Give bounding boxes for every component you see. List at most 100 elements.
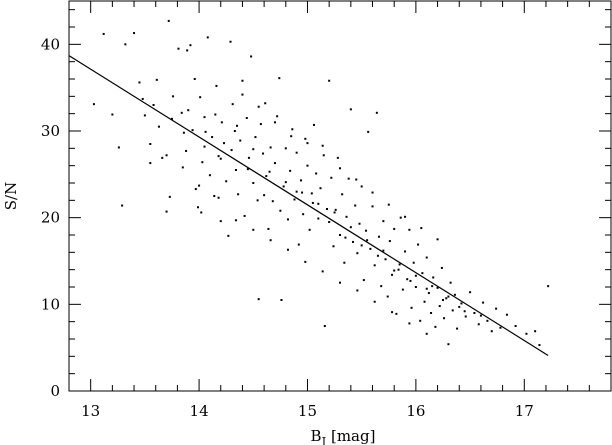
data-point: [308, 228, 311, 231]
x-axis-title-main: B: [311, 427, 322, 445]
data-point: [440, 266, 443, 269]
data-point: [505, 313, 508, 316]
data-point: [269, 239, 272, 242]
data-point: [398, 263, 401, 266]
data-point: [323, 325, 326, 327]
data-point: [366, 239, 369, 242]
data-point: [358, 222, 361, 225]
data-point: [456, 327, 459, 330]
data-point: [388, 240, 391, 243]
plot-frame: [68, 0, 612, 392]
y-tick-label: 30: [41, 122, 60, 140]
data-point: [430, 312, 433, 314]
data-point: [449, 281, 452, 284]
data-point: [477, 323, 480, 326]
data-point: [414, 274, 417, 277]
data-point: [203, 145, 206, 148]
data-point: [341, 193, 344, 196]
data-point: [371, 205, 374, 208]
data-point: [397, 268, 400, 271]
data-point: [230, 149, 233, 152]
data-point: [286, 248, 289, 251]
data-point: [214, 113, 217, 116]
data-point: [167, 19, 170, 22]
data-point: [117, 146, 120, 149]
data-point: [213, 195, 216, 197]
x-tick-label: 15: [298, 402, 317, 420]
data-point: [328, 221, 331, 223]
x-axis-title-unit: [mag]: [331, 427, 375, 445]
data-point: [92, 103, 95, 106]
y-tick-label: 40: [41, 35, 60, 53]
data-point: [239, 139, 242, 142]
data-point: [356, 252, 359, 255]
data-point: [332, 245, 335, 248]
data-point: [315, 172, 318, 175]
data-point: [387, 203, 390, 206]
data-point: [384, 258, 387, 261]
data-point: [250, 55, 253, 58]
data-point: [378, 235, 381, 238]
data-point: [237, 193, 240, 196]
data-point: [273, 121, 276, 124]
data-point: [343, 261, 346, 264]
data-point: [443, 317, 446, 320]
data-point: [421, 272, 424, 275]
data-point: [464, 315, 467, 318]
data-point: [404, 215, 407, 218]
data-point: [447, 343, 450, 346]
data-point: [432, 276, 435, 279]
data-point: [241, 79, 244, 82]
data-point: [265, 175, 268, 178]
data-point: [223, 142, 226, 145]
data-point: [371, 191, 374, 194]
data-point: [319, 187, 322, 190]
x-tick-label: 14: [190, 402, 209, 420]
data-point: [165, 154, 168, 157]
data-point: [486, 319, 489, 322]
data-point: [490, 330, 493, 333]
data-point: [200, 211, 203, 214]
data-point: [219, 220, 222, 223]
data-point: [334, 208, 337, 211]
x-tick-label: 16: [406, 402, 425, 420]
data-point: [299, 179, 302, 182]
data-point: [252, 148, 255, 151]
data-point: [246, 168, 249, 171]
data-point: [262, 152, 265, 155]
data-point: [304, 260, 307, 263]
data-point: [321, 270, 324, 273]
data-point: [257, 105, 260, 108]
data-point: [349, 108, 352, 111]
data-point: [236, 124, 239, 127]
data-point: [367, 130, 370, 133]
data-point: [220, 121, 223, 124]
data-point: [434, 325, 437, 328]
data-point: [257, 298, 260, 301]
axis-ticks: [69, 1, 612, 392]
data-point: [431, 285, 434, 288]
data-point: [482, 301, 485, 304]
data-point: [534, 330, 537, 333]
data-point: [317, 202, 320, 205]
data-point: [252, 228, 255, 231]
data-point: [279, 209, 282, 212]
data-point: [365, 229, 368, 232]
data-point: [170, 117, 173, 120]
data-point: [419, 319, 422, 322]
data-point: [149, 162, 152, 165]
data-point: [233, 130, 236, 132]
data-point: [196, 206, 199, 209]
data-point: [141, 97, 144, 100]
data-point: [282, 185, 285, 188]
data-point: [382, 249, 385, 252]
data-point: [386, 295, 389, 298]
data-point: [229, 40, 232, 43]
data-point: [441, 299, 444, 301]
data-point: [273, 162, 276, 165]
data-point: [425, 256, 428, 259]
data-point: [414, 286, 417, 288]
data-point: [227, 234, 230, 237]
data-point: [333, 211, 336, 214]
